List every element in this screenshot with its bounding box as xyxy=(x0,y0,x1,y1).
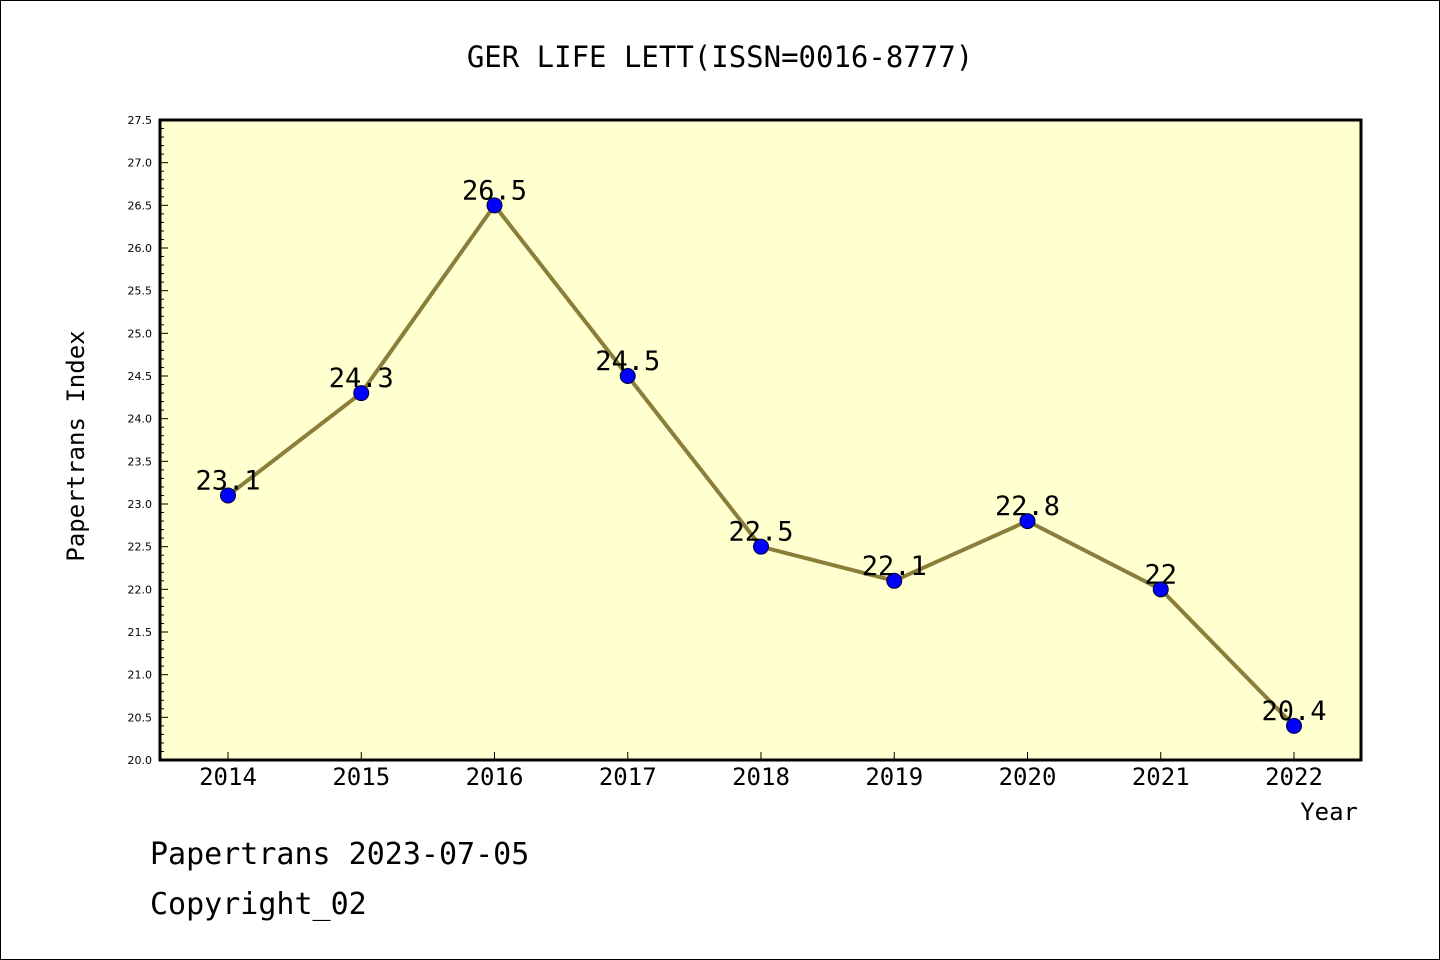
x-axis: 2014 2015 2016 2017 2018 2019 2020 2021 2022 xyxy=(199,752,1323,791)
x-axis-label: Year xyxy=(1300,798,1358,826)
x-tick-label: 2021 xyxy=(1132,763,1190,791)
data-point xyxy=(220,487,236,504)
data-point xyxy=(486,197,503,214)
x-tick-label: 2016 xyxy=(466,763,524,791)
chart-title: GER LIFE LETT(ISSN=0016-8777) xyxy=(467,40,973,74)
data-label: 22.5 xyxy=(728,517,793,548)
x-tick-label: 2020 xyxy=(999,763,1057,791)
data-markers xyxy=(220,197,1302,734)
data-labels: 23.1 24.3 26.5 24.5 22.5 22.1 22.8 22 20.4 xyxy=(195,175,1326,727)
y-tick-label: 27.5 xyxy=(128,114,153,127)
y-axis-label: Papertrans Index xyxy=(62,330,90,561)
data-point xyxy=(353,385,370,402)
data-point xyxy=(886,572,903,589)
y-tick-label: 25.0 xyxy=(128,327,153,340)
y-tick-label: 21.5 xyxy=(128,626,153,639)
x-tick-label: 2019 xyxy=(865,763,923,791)
data-point xyxy=(619,368,636,384)
y-tick-label: 24.5 xyxy=(128,370,153,383)
y-tick-label: 20.0 xyxy=(128,754,153,767)
y-tick-label: 26.5 xyxy=(128,199,153,212)
y-tick-label: 23.5 xyxy=(128,455,153,468)
x-tick-label: 2022 xyxy=(1265,763,1323,791)
y-tick-label: 25.5 xyxy=(128,285,153,298)
data-point xyxy=(1286,717,1302,734)
y-tick-label: 24.0 xyxy=(128,413,153,426)
y-tick-label: 26.0 xyxy=(128,242,153,255)
data-label: 24.3 xyxy=(329,363,394,394)
plot-area xyxy=(158,118,1363,762)
footer-copyright: Copyright_02 xyxy=(150,887,367,922)
data-label: 26.5 xyxy=(462,175,527,206)
footer-date: Papertrans 2023-07-05 xyxy=(150,837,529,872)
x-tick-label: 2017 xyxy=(599,763,657,791)
y-tick-label: 21.0 xyxy=(128,669,153,682)
y-tick-label: 22.5 xyxy=(128,541,153,554)
y-tick-label: 27.0 xyxy=(128,157,153,170)
data-label: 20.4 xyxy=(1261,696,1326,727)
x-tick-label: 2014 xyxy=(199,763,257,791)
y-tick-label: 23.0 xyxy=(128,498,153,511)
y-tick-label: 22.0 xyxy=(128,583,153,596)
x-tick-label: 2018 xyxy=(732,763,790,791)
data-label: 23.1 xyxy=(195,465,260,496)
data-point xyxy=(1152,581,1169,598)
data-label: 24.5 xyxy=(595,346,660,377)
data-label: 22.1 xyxy=(862,551,927,582)
data-point xyxy=(1019,513,1036,530)
y-axis: 20.0 20.5 21.0 21.5 22.0 22.5 23.0 23.5 24.0 24.5… xyxy=(128,114,168,767)
x-tick-label: 2015 xyxy=(332,763,390,791)
data-label: 22 xyxy=(1144,559,1177,590)
data-point xyxy=(753,538,769,555)
data-label: 22.8 xyxy=(995,491,1060,522)
y-tick-label: 20.5 xyxy=(128,711,153,724)
